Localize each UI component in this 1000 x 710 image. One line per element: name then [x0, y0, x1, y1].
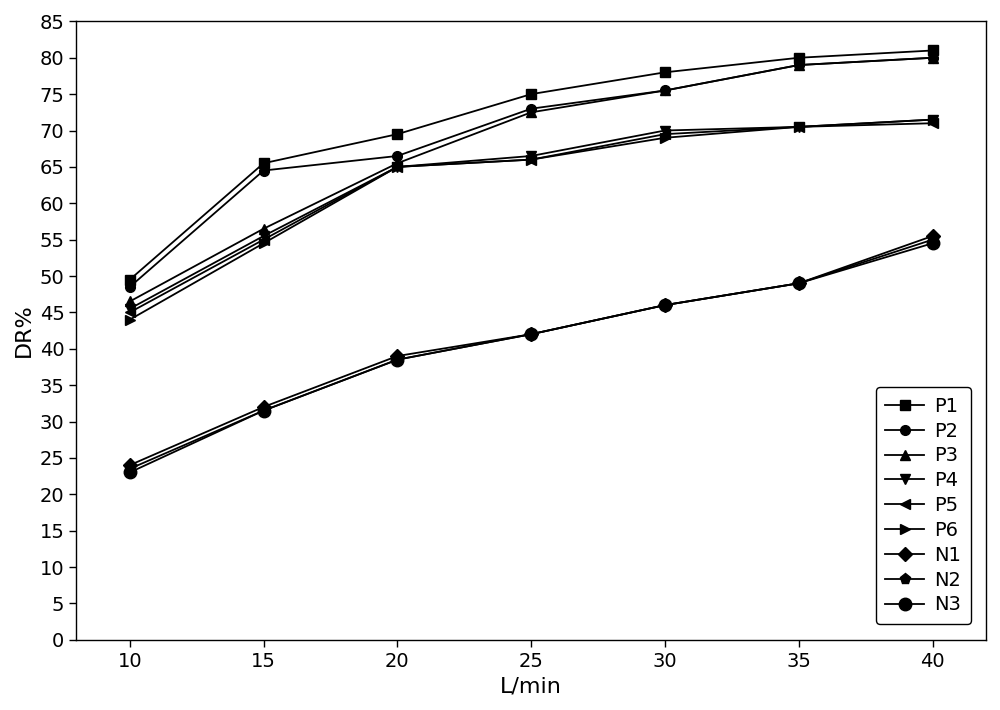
- N3: [124, 468, 136, 476]
- P1: [793, 53, 805, 62]
- P4: [659, 126, 671, 135]
- Legend: P1, P2, P3, P4, P5, P6, N1, N2, N3: P1, P2, P3, P4, P5, P6, N1, N2, N3: [876, 387, 971, 624]
- N1: [927, 231, 939, 240]
- P1: [258, 159, 270, 168]
- P1: [525, 90, 537, 99]
- N2: [793, 279, 805, 288]
- P6: [927, 115, 939, 124]
- N1: [793, 279, 805, 288]
- P1: [659, 68, 671, 77]
- N3: [927, 239, 939, 248]
- N3: [525, 330, 537, 339]
- N1: [659, 301, 671, 310]
- P4: [391, 163, 403, 171]
- P3: [525, 108, 537, 116]
- P2: [391, 152, 403, 160]
- N1: [391, 351, 403, 360]
- P6: [391, 163, 403, 171]
- Line: N2: N2: [124, 234, 938, 474]
- P5: [124, 308, 136, 317]
- N2: [927, 236, 939, 244]
- P1: [124, 275, 136, 284]
- P5: [659, 130, 671, 138]
- P1: [391, 130, 403, 138]
- P5: [391, 163, 403, 171]
- N3: [391, 356, 403, 364]
- Line: P3: P3: [125, 53, 937, 306]
- Line: P5: P5: [125, 119, 937, 317]
- P2: [525, 104, 537, 113]
- Line: N3: N3: [124, 237, 939, 479]
- P6: [525, 155, 537, 164]
- P1: [927, 46, 939, 55]
- P3: [793, 61, 805, 70]
- P2: [793, 61, 805, 70]
- P3: [258, 224, 270, 233]
- X-axis label: L/min: L/min: [500, 676, 562, 696]
- P4: [124, 305, 136, 313]
- N2: [659, 301, 671, 310]
- P2: [124, 283, 136, 291]
- Line: P1: P1: [125, 45, 937, 285]
- Line: P4: P4: [125, 115, 937, 314]
- Line: P2: P2: [125, 53, 937, 292]
- P6: [793, 123, 805, 131]
- P4: [258, 231, 270, 240]
- Y-axis label: DR%: DR%: [14, 304, 34, 357]
- P5: [927, 119, 939, 128]
- P4: [793, 123, 805, 131]
- N2: [258, 406, 270, 415]
- Line: P6: P6: [125, 115, 937, 324]
- N2: [391, 356, 403, 364]
- P5: [258, 236, 270, 244]
- N2: [525, 330, 537, 339]
- P2: [927, 53, 939, 62]
- P3: [391, 159, 403, 168]
- P3: [124, 297, 136, 306]
- N3: [258, 406, 270, 415]
- P4: [927, 115, 939, 124]
- N1: [124, 461, 136, 469]
- Line: N1: N1: [125, 231, 937, 470]
- P2: [258, 166, 270, 175]
- N1: [525, 330, 537, 339]
- N3: [659, 301, 671, 310]
- P6: [124, 315, 136, 324]
- N1: [258, 403, 270, 411]
- P5: [525, 155, 537, 164]
- P6: [258, 239, 270, 248]
- P2: [659, 86, 671, 94]
- P3: [927, 53, 939, 62]
- N2: [124, 464, 136, 473]
- P6: [659, 133, 671, 142]
- P3: [659, 86, 671, 94]
- P5: [793, 123, 805, 131]
- P4: [525, 152, 537, 160]
- N3: [793, 279, 805, 288]
